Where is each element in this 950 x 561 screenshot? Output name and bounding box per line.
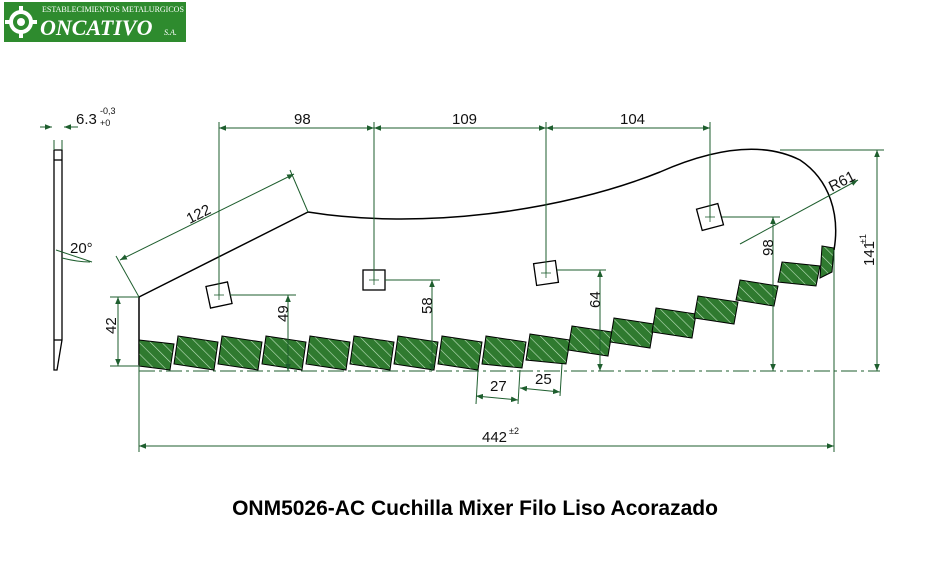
hole-1-height-label: 49 (275, 305, 292, 322)
total-height-dimension (780, 149, 884, 371)
logo-brand: ONCATIVO (40, 15, 153, 40)
radius-dimension (739, 179, 859, 245)
logo-suffix: S.A. (164, 28, 177, 37)
left-height-dimension (110, 296, 139, 367)
tooth-dimensions (475, 363, 563, 405)
thickness-tol-upper: -0,3 (100, 106, 116, 116)
hole-3-height-label: 64 (587, 291, 604, 308)
total-height-tol: ±1 (858, 234, 868, 244)
left-height-label: 42 (103, 317, 120, 334)
total-length-label: 442 (482, 429, 507, 446)
spacing-2-label: 109 (452, 111, 477, 128)
mounting-holes (205, 202, 725, 309)
bevel-angle-label: 20° (70, 240, 93, 257)
thickness-label: 6.3 (76, 111, 97, 128)
company-logo: ESTABLECIMIENTOS METALURGICOS ONCATIVO S… (4, 2, 186, 42)
slope-length-label: 122 (184, 201, 214, 228)
total-height-label: 141 (861, 241, 878, 266)
total-length-dimension (138, 250, 835, 452)
thickness-tol-lower: +0 (100, 118, 110, 128)
bevel-angle-dimension (55, 249, 93, 263)
product-caption: ONM5026-AC Cuchilla Mixer Filo Liso Acor… (232, 497, 718, 520)
total-length-tol: ±2 (509, 426, 519, 436)
thickness-dimension (40, 124, 78, 150)
serrated-teeth (138, 245, 835, 371)
blade-outline (138, 148, 837, 365)
gear-icon (5, 6, 37, 38)
top-spacing-dimensions (218, 122, 711, 295)
hole-height-dimensions (230, 216, 780, 371)
hole-2-height-label: 58 (419, 297, 436, 314)
spacing-1-label: 98 (294, 111, 311, 128)
radius-label: R61 (826, 168, 858, 196)
tooth-width-label: 25 (535, 371, 552, 388)
logo-top-text: ESTABLECIMIENTOS METALURGICOS (42, 5, 184, 14)
spacing-3-label: 104 (620, 111, 645, 128)
hole-4-height-label: 98 (760, 239, 777, 256)
slope-dimension (115, 169, 309, 298)
side-profile-view (53, 149, 63, 371)
tooth-pitch-label: 27 (490, 378, 507, 395)
